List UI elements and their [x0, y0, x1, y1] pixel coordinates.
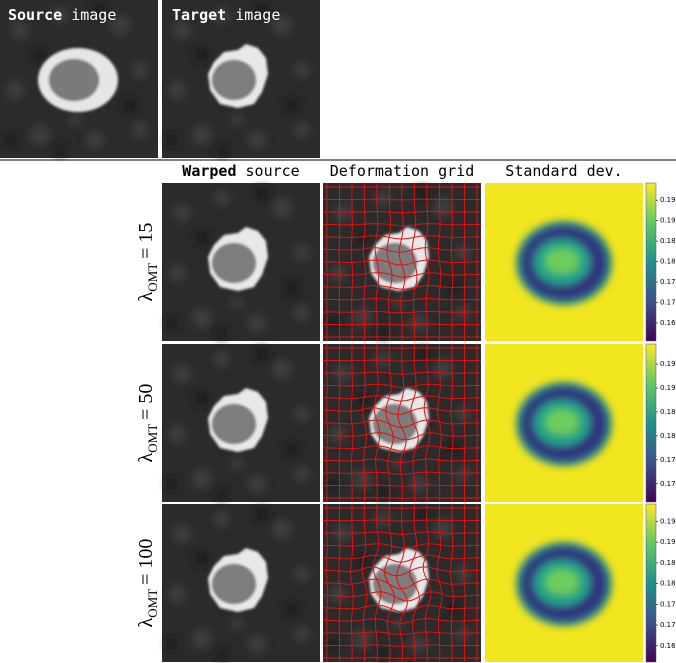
std-map: [485, 183, 643, 341]
colorbar-tick-label: 0.190: [660, 384, 676, 392]
grid-line: [322, 458, 481, 464]
grid-line: [323, 298, 481, 302]
colorbar-tick-label: 0.175: [660, 278, 676, 286]
colorbar-tick-label: 0.175: [660, 456, 676, 464]
grid-line: [411, 182, 418, 341]
grid-line: [450, 504, 454, 663]
image: [162, 183, 320, 341]
colorbar-tick-label: 0.190: [660, 217, 676, 225]
grid-line: [323, 272, 482, 278]
grid-line: [408, 503, 420, 663]
colorbar-tick-label: 0.195: [660, 517, 676, 525]
lambda: λ: [135, 291, 157, 301]
deformation-grid: [322, 343, 482, 503]
warped-image: [162, 344, 320, 502]
grid-line: [437, 183, 442, 342]
lambda: λ: [135, 617, 157, 627]
lambda-value: = 50: [135, 384, 157, 420]
subscript: OMT: [145, 589, 160, 618]
column-header: Warped source: [182, 162, 299, 180]
row-label: λOMT = 50: [135, 384, 160, 463]
title-rest: image: [235, 6, 280, 24]
grid-line: [323, 631, 481, 636]
colorbar: [645, 503, 657, 663]
colorbar-tick-label: 0.180: [660, 258, 676, 266]
grid-line: [323, 591, 482, 602]
colorbar-tick-label: 0.185: [660, 559, 676, 567]
grid-line: [323, 311, 481, 314]
subscript: OMT: [145, 263, 160, 292]
colorbar-tick-label: 0.190: [660, 538, 676, 546]
source-title: Source image: [8, 6, 116, 24]
colorbar-tick-label: 0.180: [660, 432, 676, 440]
title-bold: Source: [8, 6, 62, 24]
title-rest: image: [71, 6, 116, 24]
target-title: Target image: [172, 6, 280, 24]
deformation-grid: [322, 182, 482, 342]
grid-line: [423, 343, 431, 502]
grid-line: [450, 344, 454, 502]
grid-line: [422, 503, 432, 662]
grid-line: [323, 484, 481, 487]
header-rest: source: [246, 162, 300, 180]
colorbar-tick-label: 0.165: [660, 642, 676, 650]
image: [485, 344, 643, 502]
colorbar-tick-label: 0.175: [660, 600, 676, 608]
colorbar-tick-label: 0.170: [660, 621, 676, 629]
grid-line: [437, 343, 442, 503]
colorbar-tick-label: 0.170: [660, 480, 676, 488]
colorbar: [645, 343, 657, 503]
grid-line: [463, 504, 466, 662]
grid-line: [323, 657, 481, 659]
colorbar-tick-label: 0.195: [660, 196, 676, 204]
image: [162, 504, 320, 662]
grid-line: [410, 344, 419, 503]
row-label: λOMT = 100: [135, 539, 160, 628]
colorbar-tick-label: 0.185: [660, 408, 676, 416]
grid-line: [323, 323, 481, 326]
grid-line: [323, 432, 482, 441]
colorbar: [645, 182, 657, 342]
grid-line: [323, 419, 481, 429]
grid-line: [323, 445, 481, 452]
grid-line: [436, 503, 443, 662]
warped-image: [162, 183, 320, 341]
colorbar-tick-label: 0.195: [660, 360, 676, 368]
std-map: [485, 344, 643, 502]
lambda: λ: [135, 452, 157, 462]
warped-image: [162, 504, 320, 662]
grid-line: [323, 471, 481, 475]
column-header: Standard dev.: [505, 162, 622, 180]
image: [485, 504, 643, 662]
title-bold: Target: [172, 6, 226, 24]
source-image: [0, 0, 158, 158]
grid-line: [323, 604, 482, 613]
std-map: [485, 504, 643, 662]
colorbar-tick-label: 0.170: [660, 299, 676, 307]
grid-line: [450, 183, 454, 341]
column-header: Deformation grid: [330, 162, 475, 180]
colorbar-tick-label: 0.180: [660, 580, 676, 588]
grid-line: [424, 182, 430, 341]
lambda-value: = 100: [135, 539, 157, 585]
row-label: λOMT = 15: [135, 223, 160, 302]
header-bold: Warped: [182, 162, 236, 180]
colorbar-tick-label: 0.185: [660, 237, 676, 245]
image: [485, 183, 643, 341]
deformation-grid: [322, 503, 482, 663]
subscript: OMT: [145, 424, 160, 453]
colorbar-tick-label: 0.165: [660, 319, 676, 327]
lambda-value: = 15: [135, 223, 157, 259]
grid-line: [322, 285, 482, 290]
grid-line: [463, 344, 466, 502]
grid-line: [323, 259, 481, 266]
grid-line: [323, 644, 481, 647]
grid-line: [463, 183, 466, 341]
grid-line: [323, 578, 481, 590]
grid-line: [322, 618, 481, 624]
image: [162, 344, 320, 502]
